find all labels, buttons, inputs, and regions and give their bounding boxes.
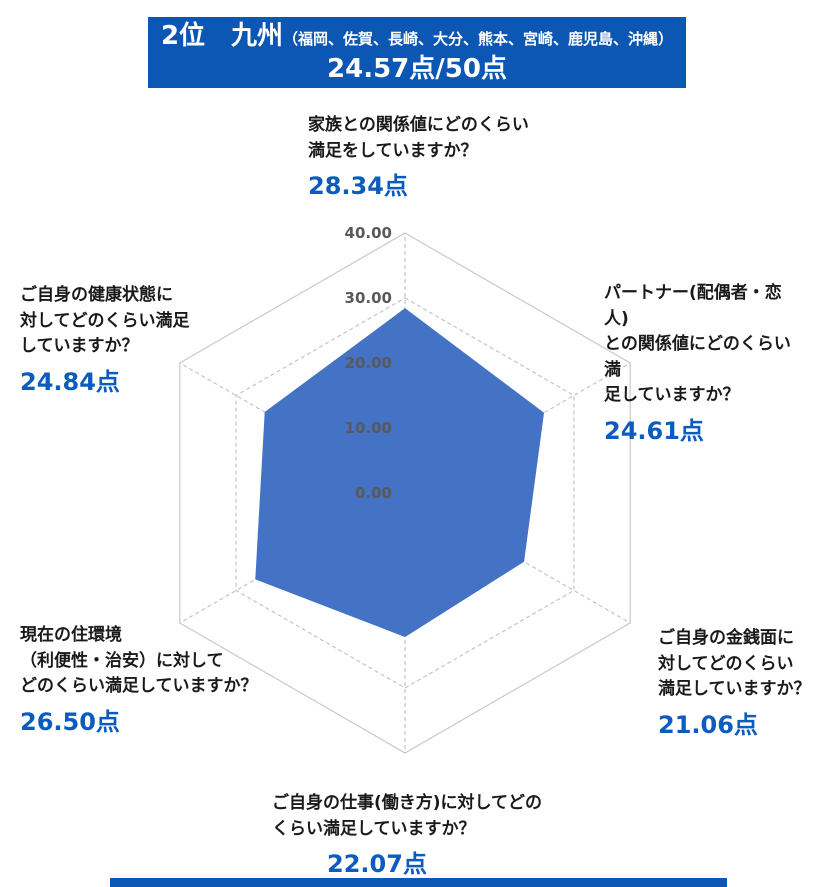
- question-line: 対してどのくらい満足: [20, 310, 190, 331]
- radar-tick-label: 30.00: [345, 289, 392, 307]
- axis-label-health: ご自身の健康状態に 対してどのくらい満足 していますか？ 24.84点: [20, 283, 235, 400]
- axis-label-family: 家族との関係値にどのくらい 満足をしていますか？ 28.34点: [308, 113, 598, 204]
- axis-label-work: ご自身の仕事(働き方)に対してどの くらい満足していますか？ 22.07点: [272, 791, 577, 882]
- question-text-living: 現在の住環境 （利便性・治安）に対してどのくらい満足していますか？: [20, 623, 275, 700]
- question-line: 対してどのくらい: [658, 653, 794, 674]
- radar-data-polygon: [255, 308, 545, 638]
- score-value-living: 26.50点: [20, 707, 120, 736]
- header-banner: 2位 九州（福岡、佐賀、長崎、大分、熊本、宮崎、鹿児島、沖縄） 24.57点/5…: [148, 17, 686, 88]
- question-text-money: ご自身の金銭面に 対してどのくらい 満足していますか？: [658, 626, 833, 703]
- question-line: との関係値にどのくらい満: [604, 334, 791, 380]
- question-text-family: 家族との関係値にどのくらい 満足をしていますか？: [308, 113, 598, 164]
- axis-label-partner: パートナー(配偶者・恋人) との関係値にどのくらい満足していますか？ 24.61点: [604, 281, 799, 449]
- radar-tick-label: 20.00: [345, 354, 392, 372]
- axis-label-money: ご自身の金銭面に 対してどのくらい 満足していますか？ 21.06点: [658, 626, 833, 743]
- question-line: 現在の住環境: [20, 625, 122, 645]
- rank-title: 2位 九州（福岡、佐賀、長崎、大分、熊本、宮崎、鹿児島、沖縄）: [161, 20, 673, 53]
- question-line: していますか？: [20, 336, 139, 356]
- question-line: 足していますか？: [604, 385, 740, 405]
- question-line: ご自身の健康状態に: [20, 285, 173, 305]
- radar-tick-label: 0.00: [355, 484, 392, 502]
- axis-label-living: 現在の住環境 （利便性・治安）に対してどのくらい満足していますか？ 26.50点: [20, 623, 275, 740]
- question-line: パートナー(配偶者・恋人): [604, 283, 782, 329]
- rank-region-text: 2位 九州: [160, 21, 284, 51]
- question-line: ご自身の金銭面に: [658, 628, 794, 648]
- question-line: （利便性・治安）に対して: [20, 650, 224, 671]
- bottom-accent-bar: [110, 878, 727, 887]
- score-value-family: 28.34点: [308, 172, 408, 200]
- question-line: ご自身の仕事(働き方)に対してどの: [272, 793, 543, 813]
- score-value-partner: 24.61点: [604, 416, 704, 445]
- question-line: くらい満足していますか？: [272, 818, 476, 839]
- radar-tick-label: 10.00: [345, 419, 392, 437]
- question-text-health: ご自身の健康状態に 対してどのくらい満足 していますか？: [20, 283, 235, 360]
- question-line: 満足していますか？: [658, 679, 811, 699]
- question-text-work: ご自身の仕事(働き方)に対してどの くらい満足していますか？: [272, 791, 577, 842]
- question-line: どのくらい満足していますか？: [20, 676, 258, 696]
- question-line: 家族との関係値にどのくらい: [308, 115, 529, 135]
- question-text-partner: パートナー(配偶者・恋人) との関係値にどのくらい満足していますか？: [604, 281, 799, 409]
- question-line: 満足をしていますか？: [308, 140, 478, 161]
- radar-tick-label: 40.00: [345, 224, 392, 242]
- prefecture-list: （福岡、佐賀、長崎、大分、熊本、宮崎、鹿児島、沖縄）: [283, 30, 674, 48]
- score-value-health: 24.84点: [20, 367, 120, 396]
- score-value-work: 22.07点: [327, 850, 427, 878]
- score-value-money: 21.06点: [658, 710, 758, 739]
- total-score: 24.57点/50点: [327, 53, 507, 84]
- radar-gridline-ring: [235, 297, 575, 689]
